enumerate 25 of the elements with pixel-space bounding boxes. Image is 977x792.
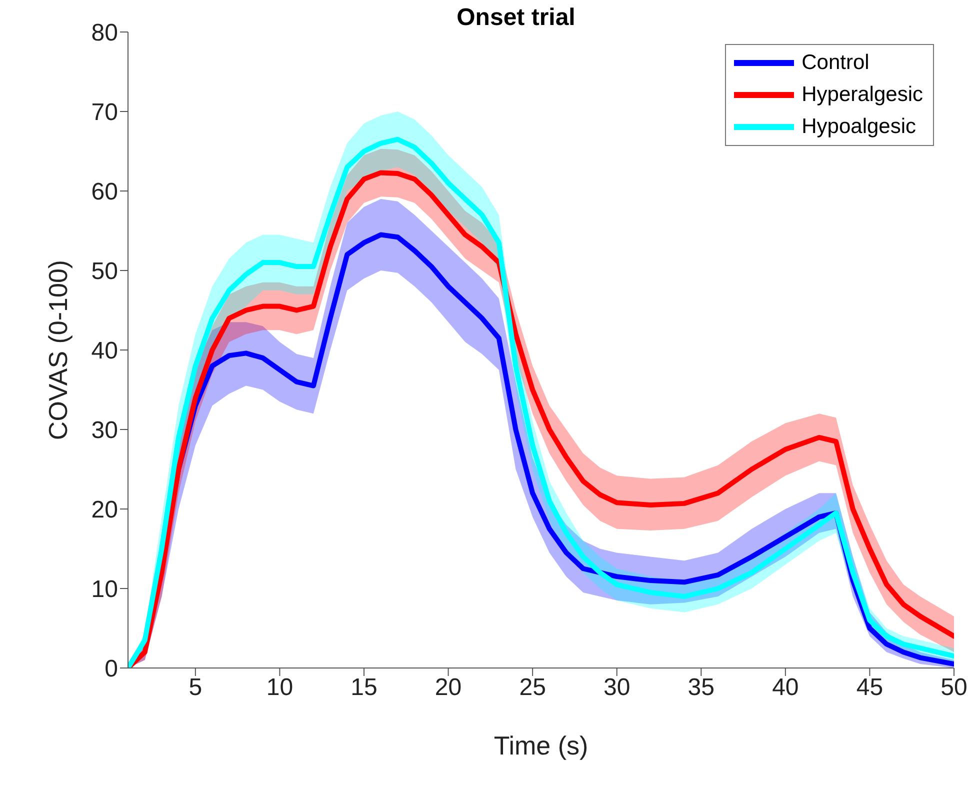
y-tick-label: 60 <box>91 178 118 206</box>
legend-label: Hyperalgesic <box>802 82 923 108</box>
x-tick-label: 25 <box>519 674 546 702</box>
y-tick-label: 50 <box>91 258 118 286</box>
x-tick-label: 15 <box>350 674 378 702</box>
y-tick-label: 20 <box>91 496 118 524</box>
y-tick-label: 80 <box>91 20 118 47</box>
x-tick-label: 10 <box>266 674 294 702</box>
y-tick-label: 30 <box>91 417 118 444</box>
legend-label: Hypoalgesic <box>802 114 916 140</box>
x-tick-label: 35 <box>688 674 714 702</box>
chart-title: Onset trial <box>456 4 576 31</box>
x-tick-label: 45 <box>856 674 884 702</box>
y-axis-title: COVAS (0-100) <box>43 260 74 440</box>
y-tick-label: 10 <box>91 576 118 604</box>
x-tick-label: 5 <box>188 674 202 702</box>
x-tick-label: 40 <box>772 674 799 702</box>
x-axis-title: Time (s) <box>494 730 588 760</box>
y-tick-label: 0 <box>104 656 118 683</box>
legend-label: Control <box>802 50 870 76</box>
y-tick-label: 40 <box>91 338 118 365</box>
x-tick-label: 50 <box>940 674 968 702</box>
x-tick-label: 20 <box>434 674 462 702</box>
y-tick-label: 70 <box>91 99 118 126</box>
x-tick-label: 30 <box>604 674 630 702</box>
